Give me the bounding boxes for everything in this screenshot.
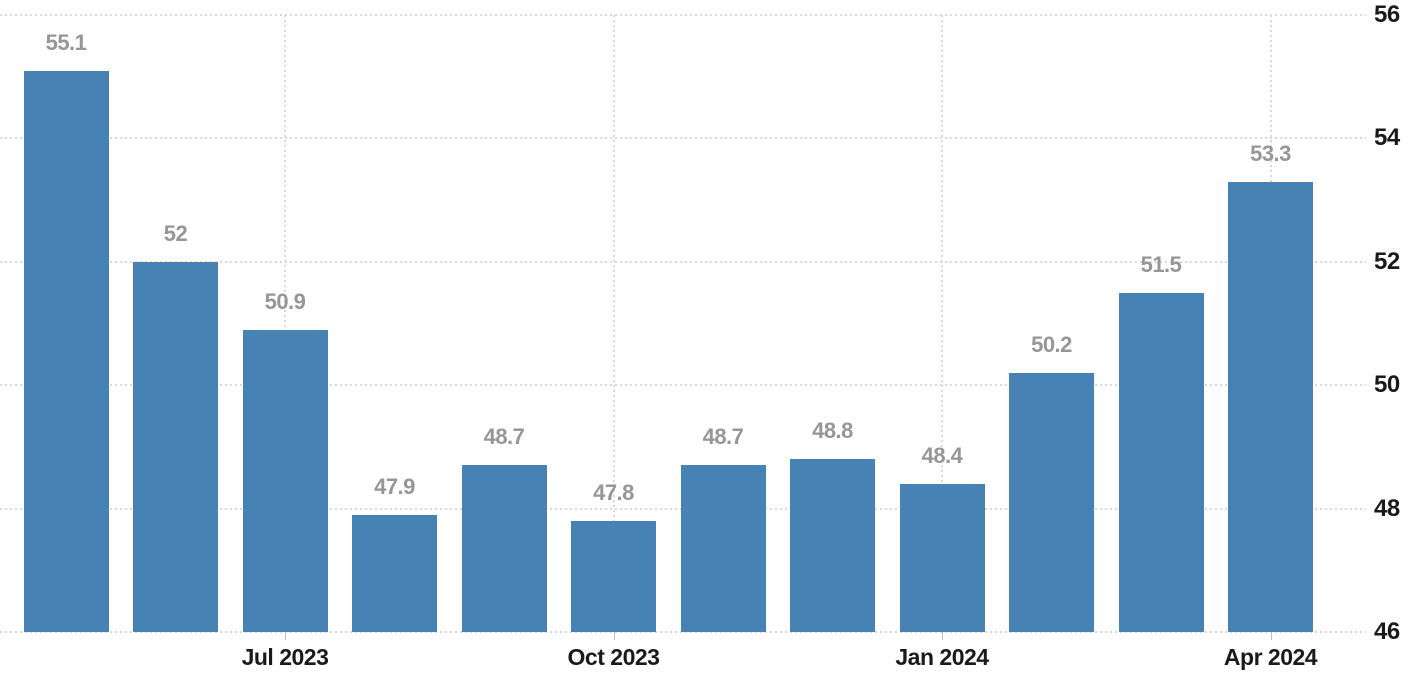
bar xyxy=(133,261,218,632)
x-axis-tick-mark xyxy=(1270,632,1272,640)
bar-value-label: 48.7 xyxy=(483,424,525,450)
bar xyxy=(899,483,985,632)
x-axis-tick-mark xyxy=(613,632,615,640)
horizontal-gridline xyxy=(0,260,1366,263)
bar xyxy=(1118,292,1204,632)
bar-value-label: 50.9 xyxy=(264,288,306,314)
bar-value-label: 48.8 xyxy=(812,418,853,444)
bar xyxy=(242,329,328,632)
vertical-gridline xyxy=(612,15,615,632)
x-axis-tick-mark xyxy=(285,632,286,640)
horizontal-gridline xyxy=(0,14,1366,16)
vertical-gridline xyxy=(941,15,943,632)
horizontal-gridline xyxy=(0,137,1366,140)
horizontal-gridline xyxy=(0,384,1366,387)
bar-value-label: 52 xyxy=(163,220,188,246)
x-axis-tick-mark xyxy=(942,632,943,640)
bar-value-label: 47.8 xyxy=(593,479,634,505)
bar-value-label: 50.2 xyxy=(1031,331,1072,357)
horizontal-gridline xyxy=(0,631,1366,633)
bar-value-label: 47.9 xyxy=(374,473,415,499)
bar xyxy=(352,514,437,632)
x-axis-tick-label: Apr 2024 xyxy=(1223,644,1318,670)
bar-value-label: 48.7 xyxy=(702,424,744,450)
bar xyxy=(23,70,109,632)
y-axis-tick-label: 56 xyxy=(1374,1,1400,28)
bar xyxy=(1009,372,1094,632)
bar xyxy=(680,465,766,632)
bar xyxy=(571,520,656,632)
y-axis-tick-label: 54 xyxy=(1374,124,1400,152)
x-axis-tick-label: Jul 2023 xyxy=(241,644,329,670)
vertical-gridline xyxy=(284,15,286,632)
bar-value-label: 55.1 xyxy=(45,29,87,55)
y-axis-tick-label: 48 xyxy=(1374,494,1400,522)
bar-value-label: 51.5 xyxy=(1140,251,1182,277)
y-axis-tick-label: 46 xyxy=(1374,618,1400,645)
bar xyxy=(461,465,547,632)
x-axis-tick-label: Oct 2023 xyxy=(567,644,660,670)
bar-value-label: 48.4 xyxy=(921,442,963,468)
y-axis-tick-label: 50 xyxy=(1374,371,1400,399)
x-axis-tick-label: Jan 2024 xyxy=(895,644,989,670)
y-axis-tick-label: 52 xyxy=(1374,247,1400,275)
bar-value-label: 53.3 xyxy=(1250,140,1291,166)
bar xyxy=(1228,181,1313,632)
bar xyxy=(790,459,875,632)
